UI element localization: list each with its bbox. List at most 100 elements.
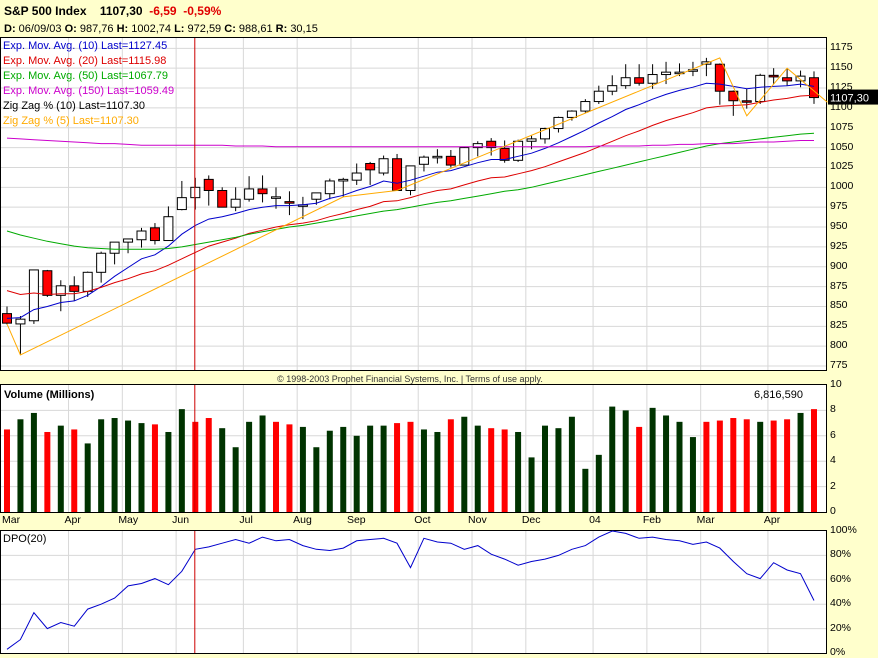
month-label-10: 04 <box>589 514 601 526</box>
volume-last-value: 6,816,590 <box>754 389 803 401</box>
price-tick-1050: 1050 <box>830 140 854 153</box>
candle-up <box>244 188 255 200</box>
month-label-9: Dec <box>521 514 541 526</box>
candle-down <box>42 270 53 296</box>
candle-down <box>257 188 268 195</box>
volume-bar-up <box>313 447 320 512</box>
volume-bar-down <box>4 429 10 512</box>
volume-bar-up <box>367 425 374 512</box>
volume-bar-down <box>151 424 158 512</box>
price-tick-1025: 1025 <box>830 160 854 173</box>
volume-bar-up <box>165 431 172 512</box>
month-label-12: Mar <box>696 514 715 526</box>
price-tick-1000: 1000 <box>830 180 854 193</box>
candle-up <box>553 116 564 130</box>
volume-bar-up <box>568 416 575 512</box>
legend-ema20-last: 1115.98 <box>128 55 167 67</box>
volume-bar-down <box>71 429 78 512</box>
last-price: 1107,30 <box>99 4 143 18</box>
volume-bar-up <box>582 468 589 512</box>
date-value: 06/09/03 <box>18 23 62 35</box>
legend-ema50-last: 1067.79 <box>128 70 169 82</box>
dpo-panel <box>0 530 827 654</box>
candle-up <box>109 241 120 254</box>
candle-up <box>378 158 389 174</box>
volume-bar-up <box>474 425 481 512</box>
copyright-text: © 1998-2003 Prophet Financial Systems, I… <box>277 374 543 384</box>
legend-zigzag10-name: Zig Zag % (10) <box>3 100 76 112</box>
volume-bar-up <box>17 419 24 512</box>
range-value: 30,15 <box>290 23 318 35</box>
month-label-7: Oct <box>414 514 431 526</box>
ema20-line <box>6 94 815 296</box>
candle-down <box>392 158 403 191</box>
candle-up <box>580 101 591 112</box>
candle-up <box>566 110 577 118</box>
zigzag5-line <box>6 57 828 356</box>
price-tick-900: 900 <box>830 259 848 272</box>
legend-ema10-last: 1127.45 <box>128 40 168 52</box>
open-value: 987,76 <box>79 23 114 35</box>
candle-up <box>338 178 349 182</box>
volume-bar-up <box>689 437 696 512</box>
dpo-tick-5: 100% <box>830 524 857 536</box>
volume-bar-down <box>273 421 279 512</box>
candle-down <box>499 147 510 161</box>
volume-bar-down <box>205 418 212 512</box>
candle-up <box>163 216 174 242</box>
volume-bar-up <box>178 409 185 512</box>
price-tick-850: 850 <box>830 299 848 312</box>
dpo-line <box>6 530 815 650</box>
month-label-2: May <box>118 514 139 526</box>
legend-ema20: Exp. Mov. Avg. (20) Last=1115.98 <box>3 55 167 67</box>
candle-down <box>149 227 160 242</box>
candle-down <box>634 77 645 84</box>
candle-up <box>459 147 470 166</box>
volume-tick-4: 4 <box>830 454 836 467</box>
ema150-line <box>6 137 814 148</box>
volume-bar-down <box>44 431 51 512</box>
volume-bar-up <box>30 412 37 512</box>
volume-tick-2: 2 <box>830 479 836 492</box>
volume-bar-up <box>246 421 253 512</box>
high-value: 1002,74 <box>131 23 172 35</box>
volume-bar-up <box>461 416 468 512</box>
month-label-4: Jul <box>239 514 253 526</box>
candle-up <box>230 198 241 208</box>
candles <box>2 57 819 355</box>
candle-up <box>82 271 93 292</box>
dpo-tick-4: 80% <box>830 548 852 561</box>
volume-bar-up <box>515 431 522 512</box>
volume-bar-up <box>555 428 562 512</box>
candle-up <box>755 74 766 103</box>
volume-bar-down <box>811 409 817 512</box>
candle-up <box>15 318 26 325</box>
candle-down <box>69 285 80 292</box>
open-label: O: <box>64 23 77 35</box>
price-tick-1075: 1075 <box>830 120 854 133</box>
symbol-title: S&P 500 Index <box>4 4 87 18</box>
volume-bar-up <box>57 425 64 512</box>
volume-bar-up <box>542 425 548 512</box>
dpo-tick-0: 0% <box>830 646 846 658</box>
candle-up <box>540 128 550 140</box>
volume-bar-up <box>380 425 387 512</box>
legend-zigzag5-last: 1107.30 <box>99 115 139 127</box>
legend-zigzag10: Zig Zag % (10) Last=1107.30 <box>3 100 145 112</box>
last-price-label: 1107,30 <box>830 93 869 105</box>
volume-bar-up <box>232 447 239 512</box>
volume-bar-up <box>609 406 616 512</box>
volume-bar-down <box>743 419 750 512</box>
volume-bar-down <box>501 429 508 512</box>
candle-down <box>284 201 295 204</box>
candle-up <box>418 156 429 165</box>
dpo-series-line <box>6 530 815 650</box>
candle-up <box>472 143 483 149</box>
candle-up <box>432 155 443 159</box>
volume-bar-up <box>622 410 629 512</box>
legend-zigzag5-name: Zig Zag % (5) <box>3 115 70 127</box>
candle-up <box>28 269 39 322</box>
volume-bar-down <box>784 419 791 512</box>
month-label-0: Mar <box>2 514 21 526</box>
